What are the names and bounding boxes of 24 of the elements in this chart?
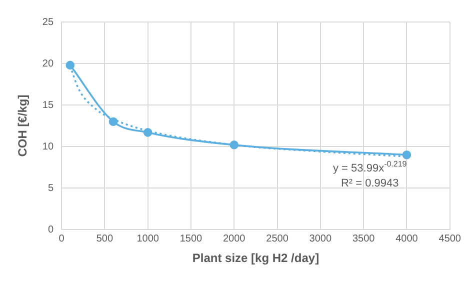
y-tick-label: 25 — [42, 16, 54, 28]
x-tick-label: 3000 — [309, 233, 332, 244]
y-tick-label: 10 — [42, 141, 54, 152]
y-tick-label: 0 — [48, 224, 54, 236]
x-tick-label: 500 — [96, 233, 114, 244]
x-tick-label: 2500 — [266, 233, 289, 244]
point — [108, 117, 118, 126]
y-tick-label: 5 — [48, 182, 54, 194]
x-tick-label: 3500 — [352, 233, 376, 244]
x-axis-title: Plant size [kg H2 /day] — [192, 251, 320, 266]
x-tick-label: 1000 — [136, 233, 160, 244]
x-tick-label: 4500 — [438, 233, 462, 244]
y-tick-label: 20 — [42, 58, 54, 70]
point — [230, 140, 239, 150]
y-tick-label: 15 — [42, 100, 54, 111]
y-axis-title: COH [€/kg] — [16, 94, 30, 157]
point — [402, 150, 412, 160]
x-tick-label: 0 — [58, 233, 65, 244]
point — [66, 60, 75, 70]
point — [143, 128, 152, 137]
x-tick-label: 1500 — [180, 233, 203, 244]
x-tick-label: 4000 — [396, 233, 418, 244]
annotation: R² = 0.9943 — [340, 178, 399, 190]
x-tick-label: 2000 — [223, 233, 246, 244]
